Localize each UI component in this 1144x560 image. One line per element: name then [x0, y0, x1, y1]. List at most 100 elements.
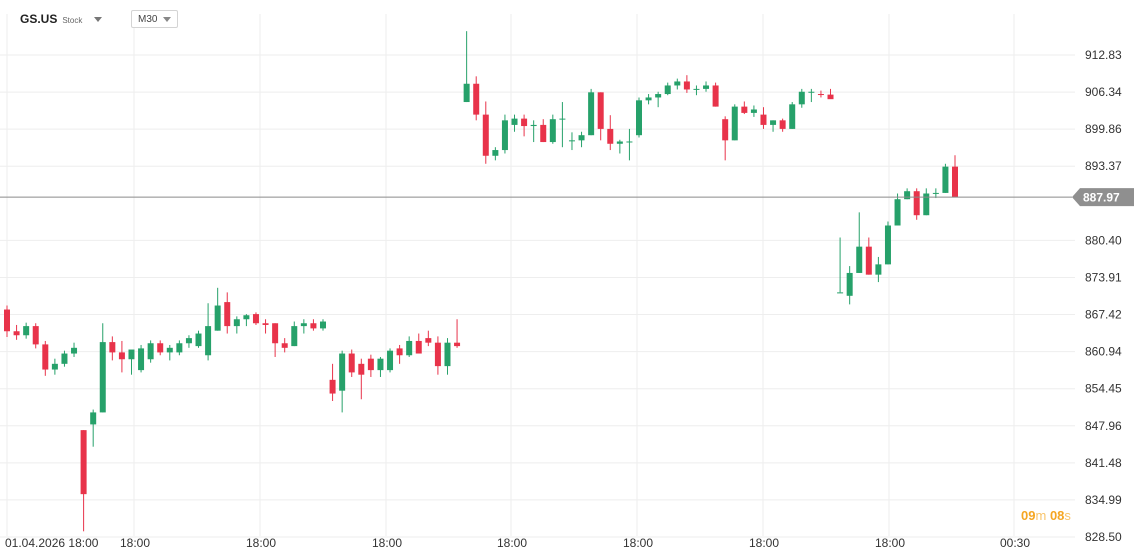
- candle-body: [396, 348, 403, 356]
- candle: [817, 90, 824, 98]
- candle-body: [118, 352, 125, 360]
- candle-body: [473, 83, 480, 115]
- y-tick-label: 912.83: [1085, 48, 1122, 62]
- candle: [147, 340, 154, 363]
- candle-body: [252, 314, 259, 324]
- candle: [291, 321, 298, 347]
- candle-body: [779, 120, 786, 129]
- candle: [616, 139, 623, 154]
- y-tick-label: 873.91: [1085, 270, 1122, 284]
- candle-body: [884, 225, 891, 265]
- candle-body: [387, 350, 394, 371]
- candle: [770, 120, 777, 132]
- timeframe-label: M30: [138, 13, 158, 25]
- candle: [32, 323, 39, 349]
- candle: [884, 221, 891, 265]
- candle: [655, 91, 662, 108]
- candle: [482, 101, 489, 164]
- candle-body: [71, 347, 78, 354]
- candle: [942, 163, 949, 193]
- candle: [118, 340, 125, 373]
- x-tick-label: 18:00: [120, 536, 150, 550]
- candle: [463, 31, 470, 103]
- candle: [348, 349, 355, 377]
- candle-body: [415, 340, 422, 354]
- candle-body: [320, 321, 326, 329]
- candle-body: [540, 124, 547, 143]
- candle-body: [358, 363, 365, 375]
- candle: [195, 330, 202, 348]
- candle: [559, 102, 566, 148]
- candle: [808, 88, 815, 103]
- candle-body: [339, 353, 346, 391]
- candle-countdown-timer: 09m 08s: [1021, 508, 1071, 523]
- candle-body: [444, 342, 451, 367]
- candle: [329, 363, 336, 401]
- candle-body: [837, 292, 844, 294]
- symbol-type-label: Stock: [62, 16, 83, 25]
- candle-body: [904, 191, 911, 200]
- candle-body: [521, 118, 528, 127]
- candle-body: [272, 323, 279, 344]
- candle-body: [300, 323, 307, 327]
- instrument-selector[interactable]: GS.US Stock: [20, 10, 103, 28]
- candle: [856, 212, 863, 273]
- timeframe-dropdown[interactable]: M30: [131, 10, 179, 28]
- candle-body: [23, 326, 30, 336]
- timer-minutes: 09: [1021, 508, 1036, 523]
- candle: [42, 340, 49, 376]
- candle-body: [578, 135, 585, 141]
- candle-body: [99, 342, 106, 413]
- candle-body: [454, 342, 461, 347]
- candle-body: [80, 430, 87, 495]
- candle-body: [741, 106, 748, 113]
- candle: [530, 120, 537, 143]
- candle-body: [4, 309, 10, 332]
- candle: [166, 344, 173, 361]
- candle-body: [750, 109, 757, 113]
- x-tick-label: 01.04.2026 18:00: [5, 536, 99, 550]
- candle-body: [760, 114, 767, 125]
- candle: [415, 333, 422, 354]
- candle-body: [846, 272, 853, 296]
- candle-body: [138, 348, 145, 371]
- candle-body: [176, 343, 183, 353]
- candle: [176, 340, 183, 356]
- candle: [138, 344, 145, 373]
- candle-body: [262, 323, 269, 325]
- chevron-down-icon: [163, 16, 172, 22]
- candle: [109, 336, 116, 361]
- candle-body: [894, 199, 901, 226]
- candle: [99, 323, 106, 413]
- candle: [185, 335, 192, 348]
- candle-body: [703, 85, 710, 89]
- candle: [272, 323, 279, 357]
- candle: [23, 322, 30, 339]
- chevron-down-icon[interactable]: [94, 16, 103, 22]
- candle: [281, 338, 288, 353]
- candle: [377, 356, 384, 377]
- candle-body: [636, 100, 642, 136]
- candle: [4, 305, 10, 337]
- candle-body: [607, 128, 614, 144]
- candle-body: [61, 353, 68, 364]
- candle: [798, 88, 805, 108]
- candle-body: [530, 124, 537, 127]
- candle-body: [291, 326, 298, 347]
- candle: [674, 78, 681, 90]
- candle-body: [770, 120, 777, 125]
- candle-body: [559, 118, 566, 120]
- candle-body: [482, 114, 489, 156]
- x-tick-label: 18:00: [623, 536, 653, 550]
- candle-body: [463, 83, 470, 103]
- candle-body: [195, 333, 202, 347]
- candle-body: [549, 119, 556, 143]
- candle: [511, 114, 518, 132]
- candle: [837, 237, 844, 294]
- candle-body: [817, 94, 824, 96]
- timer-seconds: 08: [1049, 508, 1065, 523]
- candle-body: [913, 191, 920, 216]
- candle: [224, 292, 231, 334]
- candle: [61, 350, 68, 367]
